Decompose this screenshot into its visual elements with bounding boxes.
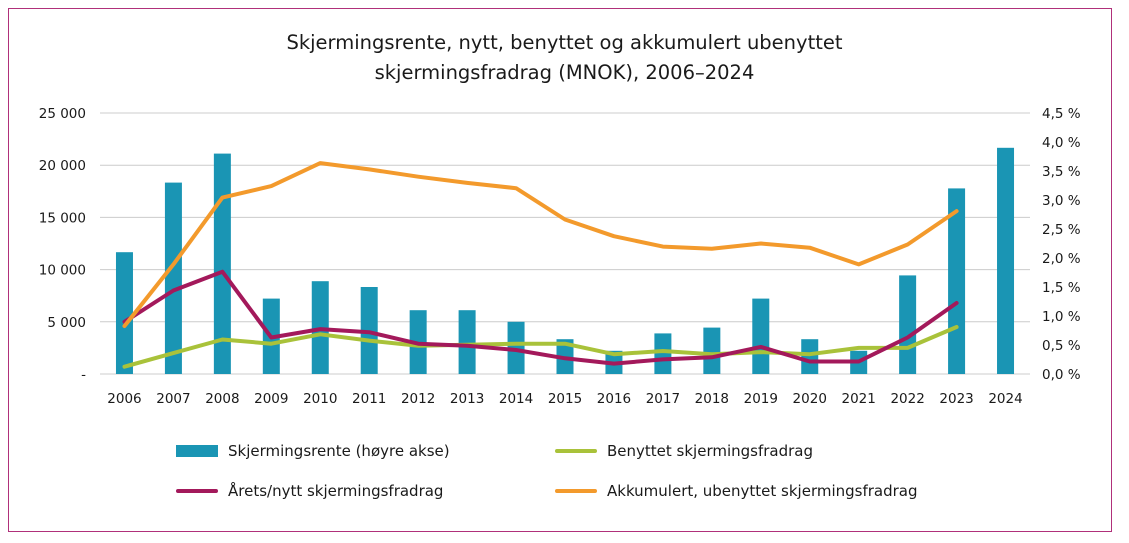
x-tick-label: 2022: [890, 391, 924, 407]
bar-skjermingsrente-2008: [213, 153, 231, 374]
legend-label-arets: Årets/nytt skjermingsfradrag: [228, 482, 444, 500]
left-tick-label: 10 000: [39, 263, 86, 279]
x-tick-label: 2011: [352, 391, 386, 407]
x-axis-ticks: 2006 2007 2008 2009 2010 2011 2012 2013 2014 2015…: [107, 391, 1022, 407]
right-tick-label: 2,5 %: [1042, 222, 1081, 238]
x-tick-label: 2009: [254, 391, 288, 407]
x-tick-label: 2023: [939, 391, 973, 407]
x-tick-label: 2020: [793, 391, 827, 407]
bar-skjermingsrente-2018: [703, 327, 721, 374]
legend-item-arets: Årets/nytt skjermingsfradrag: [176, 482, 443, 500]
x-tick-label: 2010: [303, 391, 337, 407]
x-tick-label: 2017: [646, 391, 680, 407]
legend-item-akkumulert: Akkumulert, ubenyttet skjermingsfradrag: [555, 482, 918, 500]
legend-label-skjermingsrente: Skjermingsrente (høyre akse): [228, 442, 450, 460]
bar-skjermingsrente-2013: [458, 310, 476, 374]
bar-skjermingsrente-2006: [115, 252, 133, 374]
line-series: [122, 161, 959, 369]
chart-title: Skjermingsrente, nytt, benyttet og akkum…: [0, 28, 1129, 88]
x-tick-label: 2007: [156, 391, 190, 407]
line-arets: [122, 269, 959, 366]
legend-label-benyttet: Benyttet skjermingsfradrag: [607, 442, 814, 460]
x-tick-label: 2024: [988, 391, 1022, 407]
legend-swatch-akkumulert: [555, 489, 597, 493]
x-tick-label: 2012: [401, 391, 435, 407]
x-tick-label: 2015: [548, 391, 582, 407]
line-benyttet: [122, 325, 959, 369]
legend-swatch-benyttet: [555, 449, 597, 453]
legend-swatch-arets: [176, 489, 218, 493]
right-axis-ticks: 0,0 % 0,5 % 1,0 % 1,5 % 2,0 % 2,5 % 3,0 % 3,5 %…: [1042, 106, 1081, 383]
bar-skjermingsrente-2022: [899, 275, 917, 374]
chart-title-line-1: Skjermingsrente, nytt, benyttet og akkum…: [286, 31, 843, 54]
x-tick-label: 2013: [450, 391, 484, 407]
right-tick-label: 0,5 %: [1042, 338, 1081, 354]
x-tick-label: 2016: [597, 391, 631, 407]
left-tick-label: 5 000: [47, 315, 86, 331]
x-tick-label: 2014: [499, 391, 533, 407]
line-akkumulert: [122, 161, 959, 328]
bar-skjermingsrente-2014: [507, 321, 525, 374]
left-tick-label: -: [81, 367, 86, 383]
right-tick-label: 1,0 %: [1042, 309, 1081, 325]
bar-skjermingsrente-2019: [752, 298, 770, 374]
x-tick-label: 2018: [695, 391, 729, 407]
right-tick-label: 2,0 %: [1042, 251, 1081, 267]
legend-swatch-skjermingsrente: [176, 445, 218, 457]
legend-item-benyttet: Benyttet skjermingsfradrag: [555, 442, 813, 460]
x-tick-label: 2021: [842, 391, 876, 407]
x-tick-label: 2019: [744, 391, 778, 407]
gridlines: [100, 112, 1030, 375]
x-tick-label: 2006: [107, 391, 141, 407]
left-tick-label: 20 000: [39, 158, 86, 174]
left-tick-label: 25 000: [39, 106, 86, 122]
bar-skjermingsrente-2020: [801, 339, 819, 374]
bar-skjermingsrente-2017: [654, 333, 672, 374]
left-tick-label: 15 000: [39, 210, 86, 226]
right-tick-label: 4,0 %: [1042, 135, 1081, 151]
right-tick-label: 3,5 %: [1042, 164, 1081, 180]
chart-title-line-2: skjermingsfradrag (MNOK), 2006–2024: [374, 61, 755, 84]
left-axis-ticks: - 5 000 10 000 15 000 20 000 25 000: [39, 106, 86, 383]
right-tick-label: 1,5 %: [1042, 280, 1081, 296]
right-tick-label: 0,0 %: [1042, 367, 1081, 383]
right-tick-label: 3,0 %: [1042, 193, 1081, 209]
bar-skjermingsrente-2007: [164, 182, 182, 374]
bar-skjermingsrente-2024: [997, 147, 1015, 374]
right-tick-label: 4,5 %: [1042, 106, 1081, 122]
legend-item-skjermingsrente: Skjermingsrente (høyre akse): [176, 442, 450, 460]
x-tick-label: 2008: [205, 391, 239, 407]
legend-label-akkumulert: Akkumulert, ubenyttet skjermingsfradrag: [607, 482, 918, 500]
